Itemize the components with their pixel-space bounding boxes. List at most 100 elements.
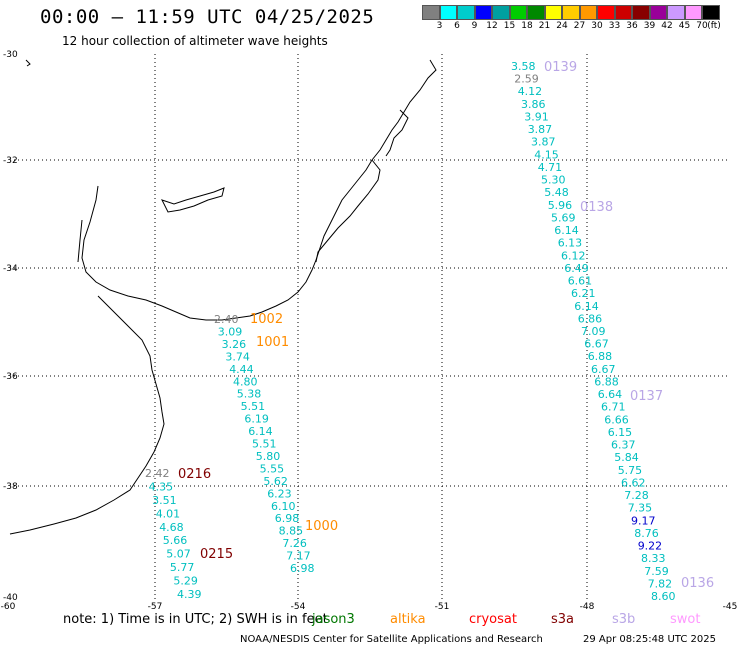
west-track-value: 5.07 [166, 548, 191, 561]
colorbar-tick-label: 33 [608, 21, 621, 31]
west-track-value: 4.68 [159, 521, 184, 534]
colorbar-tick-label: 18 [521, 21, 533, 31]
legend-jason3: jason3 [312, 612, 355, 627]
colorbar-swatch [527, 5, 545, 20]
east-track-value: 5.30 [541, 174, 566, 187]
east-track-value: 4.12 [518, 85, 543, 98]
east-track-value: 8.60 [651, 590, 676, 603]
colorbar-swatch [579, 5, 597, 20]
east-track-value: 4.15 [534, 148, 559, 161]
east-track-value: 5.75 [618, 464, 643, 477]
pass-id-1002: 1002 [250, 312, 283, 327]
latitude-label: -36 [3, 372, 18, 382]
colorbar-tick-label: 12 [486, 21, 498, 31]
west-track-value: 4.39 [177, 588, 202, 601]
latitude-label: -38 [3, 482, 18, 492]
colorbar-swatch [562, 5, 580, 20]
colorbar-swatch [422, 5, 440, 20]
east-track-value: 3.86 [521, 98, 546, 111]
map-subtitle: 12 hour collection of altimeter wave hei… [62, 34, 328, 48]
colorbar-swatch [614, 5, 632, 20]
longitude-label: -57 [148, 602, 163, 612]
east-track-value: 6.61 [568, 275, 593, 288]
longitude-label: -54 [291, 602, 306, 612]
colorbar-swatch [632, 5, 650, 20]
wave-height-colorbar [422, 5, 720, 20]
mid-track-value: 6.98 [290, 562, 315, 575]
east-track-value: 6.86 [578, 312, 603, 325]
legend-cryosat: cryosat [469, 612, 517, 627]
colorbar-swatch [509, 5, 527, 20]
colorbar-tick-label: 45 [678, 21, 691, 31]
pass-id-0216: 0216 [178, 467, 211, 482]
colorbar-tick-label: 70 [696, 21, 708, 31]
pass-id-0136: 0136 [681, 576, 714, 591]
colorbar-tick-label: 15 [503, 21, 516, 31]
east-track-value: 5.96 [548, 199, 573, 212]
colorbar-swatch [684, 5, 702, 20]
colorbar-tick-label: 39 [643, 21, 656, 31]
mid-track-value: 4.44 [229, 363, 254, 376]
colorbar-labels: 3 6 9 12 15 18 21 24 27 30 33 36 39 42 45 70 (ft) [422, 21, 730, 35]
east-track-value: 8.76 [634, 527, 659, 540]
east-track-value: 7.28 [624, 489, 649, 502]
east-track-value: 9.22 [638, 540, 663, 553]
east-track-value: 3.87 [531, 136, 556, 149]
satellite-legend: jason3 altika cryosat s3a s3b swot [312, 612, 732, 630]
east-track-value: 5.48 [544, 186, 569, 199]
pass-id-0138: 0138 [580, 200, 613, 215]
colorbar-swatch [649, 5, 667, 20]
east-track-value: 6.37 [611, 439, 636, 452]
longitude-label: -48 [580, 602, 595, 612]
east-track-value: 6.15 [608, 426, 633, 439]
colorbar-tick-label: 36 [626, 21, 638, 31]
mid-track-value: 2.40 [214, 313, 239, 326]
east-track-value: 6.13 [558, 237, 583, 250]
mid-track-value: 6.10 [271, 500, 296, 513]
colorbar-swatch [457, 5, 475, 20]
east-track-value: 6.49 [564, 262, 589, 275]
coastline [9, 59, 437, 535]
east-track-value: 6.88 [594, 376, 619, 389]
mid-track-value: 6.19 [244, 413, 269, 426]
mid-track-value: 5.80 [256, 450, 280, 463]
colorbar-swatch [544, 5, 562, 20]
east-track-value: 3.58 [511, 60, 536, 73]
colorbar-tick-label: 24 [556, 21, 568, 31]
mid-track-value: 5.38 [237, 388, 261, 401]
credit-line: NOAA/NESDIS Center for Satellite Applica… [240, 634, 543, 645]
east-track-value: 5.69 [551, 211, 576, 224]
colorbar-tick-label: 30 [591, 21, 603, 31]
east-track-value: 6.21 [571, 287, 596, 300]
pass-id-1000: 1000 [305, 519, 338, 534]
colorbar-swatch [702, 5, 720, 20]
latitude-label: -34 [3, 264, 18, 274]
west-track-value: 5.77 [170, 561, 195, 574]
colorbar-tick-label: 27 [573, 21, 586, 31]
pass-id-0139: 0139 [544, 60, 577, 75]
east-track-value: 4.71 [538, 161, 563, 174]
pass-id-0137: 0137 [630, 389, 663, 404]
pass-ids: 0139 0138 0137 0136 1002 1001 1000 0216 0215 [178, 60, 714, 591]
mid-track-value: 5.55 [260, 462, 285, 475]
east-track-value: 6.67 [584, 338, 609, 351]
east-track-value: 2.59 [514, 73, 539, 86]
latitude-label: -30 [3, 50, 18, 60]
mid-track-value: 3.09 [218, 325, 243, 338]
mid-track-value: 7.17 [286, 550, 311, 563]
mid-track-value: 6.14 [248, 425, 273, 438]
west-track-value: 4.01 [156, 507, 181, 520]
east-track-value: 3.87 [528, 123, 553, 136]
mid-track-value: 6.98 [275, 512, 300, 525]
colorbar-swatch [667, 5, 685, 20]
colorbar-unit: (ft) [707, 21, 721, 31]
mid-track-value: 3.26 [222, 338, 247, 351]
east-track-value: 6.62 [621, 476, 646, 489]
mid-track-value: 3.74 [225, 350, 250, 363]
colorbar-swatch [439, 5, 457, 20]
legend-altika: altika [390, 612, 426, 627]
east-track-value: 8.33 [641, 552, 666, 565]
east-track-value: 6.66 [604, 413, 629, 426]
west-track-value: 5.66 [163, 534, 188, 547]
legend-s3a: s3a [551, 612, 575, 627]
